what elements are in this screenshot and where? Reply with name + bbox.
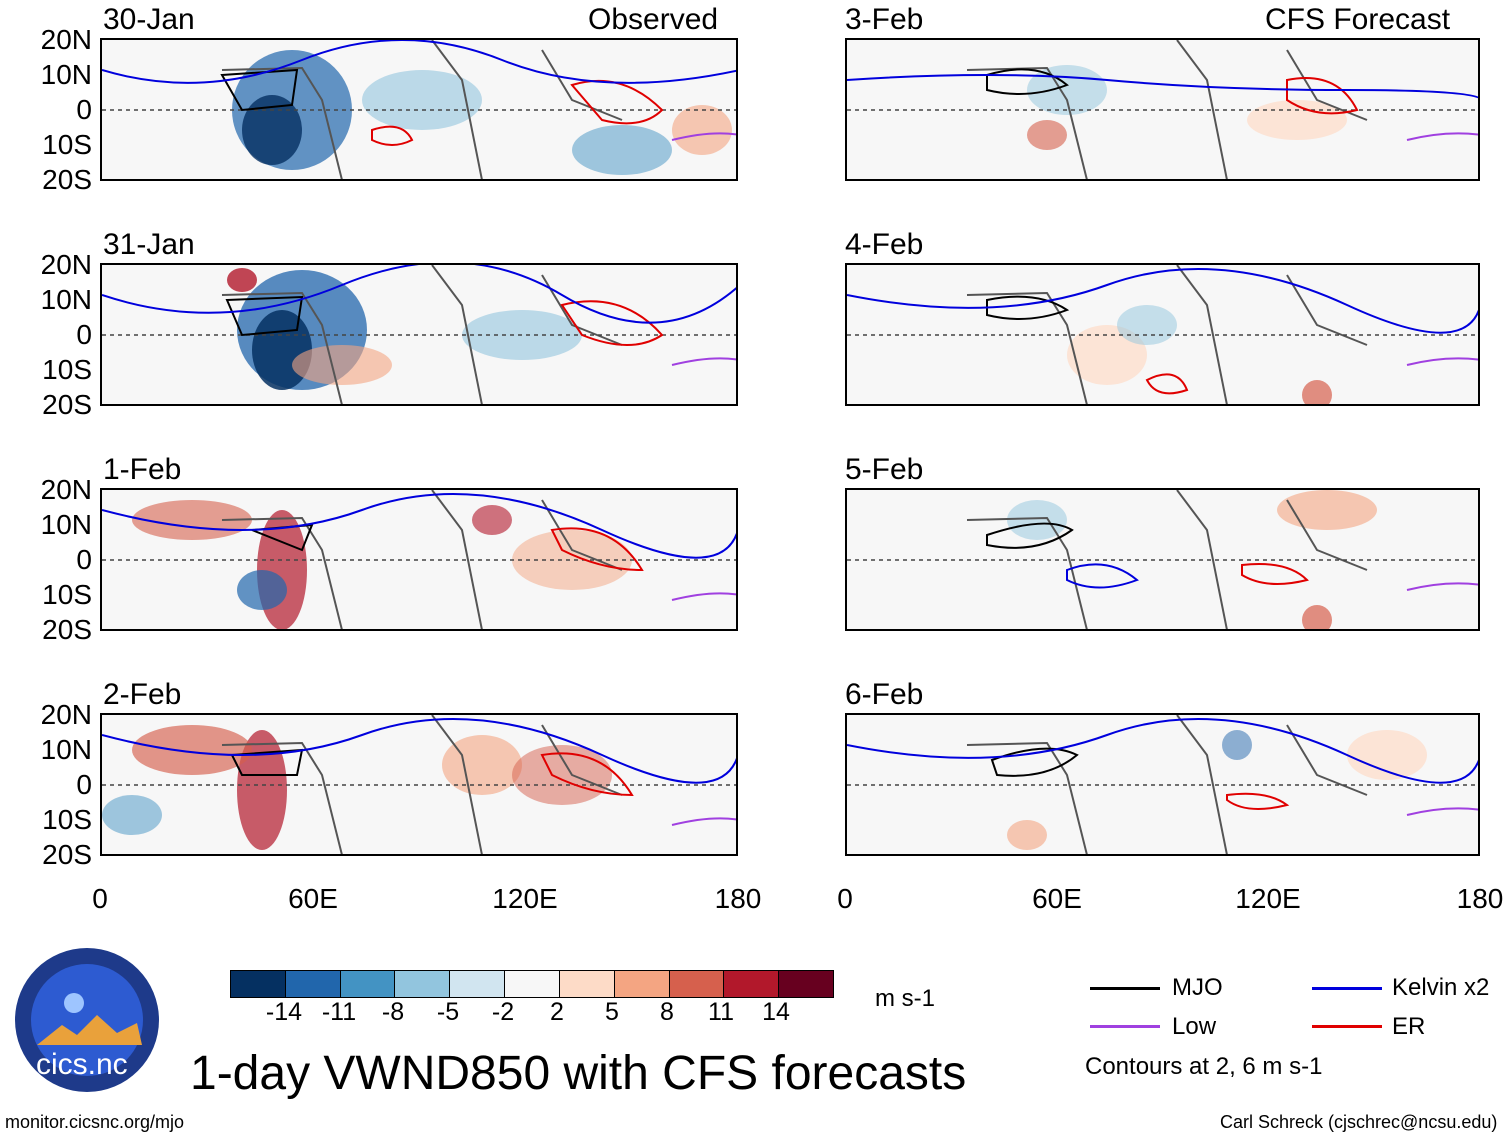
legend-line-er (1312, 1025, 1382, 1028)
panel-graphic (847, 40, 1478, 179)
colorbar-label: -14 (265, 998, 303, 1026)
colorbar-swatch (231, 971, 286, 997)
map-panel-forecast-1 (845, 38, 1480, 181)
colorbar-swatch (285, 971, 341, 997)
contours-note: Contours at 2, 6 m s-1 (1085, 1053, 1323, 1080)
lon-label: 180 (1456, 883, 1504, 914)
footer-url: monitor.cicsnc.org/mjo (5, 1112, 185, 1132)
footer-credit: Carl Schreck (cjschrec@ncsu.edu) (1220, 1112, 1498, 1132)
legend-line-low (1090, 1025, 1160, 1028)
map-panel-observed-1 (100, 38, 738, 181)
colorbar-label: 8 (660, 998, 674, 1026)
lat-label: 10S (42, 579, 92, 610)
lat-label: 20S (42, 164, 92, 195)
main-title: 1-day VWND850 with CFS forecasts (190, 1047, 967, 1100)
lon-label: 120E (1235, 883, 1301, 914)
lon-label: 60E (288, 883, 338, 914)
lat-label: 10N (40, 284, 92, 315)
lat-label: 20S (42, 389, 92, 420)
lon-label: 180 (714, 883, 762, 914)
colorbar-swatch (395, 971, 451, 997)
colorbar-label: -2 (491, 998, 515, 1026)
lat-label: 0 (76, 319, 92, 350)
lat-label: 10N (40, 509, 92, 540)
panel-date-left-3: 1-Feb (103, 453, 182, 486)
lat-label: 0 (76, 769, 92, 800)
colorbar-swatch (340, 971, 396, 997)
lon-label: 0 (837, 883, 853, 914)
map-panel-observed-4 (100, 713, 738, 856)
legend-kelvin: Kelvin x2 (1392, 974, 1490, 1001)
logo-text: cics.nc (36, 1048, 128, 1081)
colorbar-swatch (450, 971, 506, 997)
colorbar-swatch (505, 971, 560, 997)
legend-line-kelvin (1312, 987, 1382, 990)
panel-graphic (102, 490, 736, 629)
lat-label: 20S (42, 614, 92, 645)
lon-label: 120E (492, 883, 558, 914)
lat-label: 10S (42, 354, 92, 385)
lat-label: 20S (42, 839, 92, 870)
map-panel-observed-2 (100, 263, 738, 406)
colorbar-units: m s-1 (875, 985, 935, 1012)
panel-graphic (847, 490, 1478, 629)
colorbar-label: 5 (605, 998, 619, 1026)
panel-date-right-1: 3-Feb (845, 3, 924, 36)
forecast-header: CFS Forecast (1265, 3, 1451, 36)
panel-graphic (102, 40, 736, 179)
colorbar-swatch (559, 971, 615, 997)
colorbar-label: 14 (762, 998, 790, 1026)
observed-header: Observed (588, 3, 719, 36)
colorbar-label: -11 (321, 998, 357, 1026)
map-panel-forecast-2 (845, 263, 1480, 406)
legend-er: ER (1392, 1013, 1426, 1040)
panel-date-right-4: 6-Feb (845, 678, 924, 711)
panel-graphic (102, 715, 736, 854)
map-panel-observed-3 (100, 488, 738, 631)
lat-label: 20N (40, 24, 92, 55)
lat-label: 0 (76, 94, 92, 125)
colorbar-label: -5 (436, 998, 460, 1026)
lon-label: 60E (1032, 883, 1082, 914)
colorbar-swatch (669, 971, 725, 997)
lat-label: 20N (40, 249, 92, 280)
panel-date-right-3: 5-Feb (845, 453, 924, 486)
panel-date-left-2: 31-Jan (103, 228, 195, 261)
colorbar-label: -8 (381, 998, 405, 1026)
panel-graphic (847, 715, 1478, 854)
map-panel-forecast-3 (845, 488, 1480, 631)
colorbar-swatch (614, 971, 670, 997)
colorbar-label: 2 (550, 998, 564, 1026)
map-panel-forecast-4 (845, 713, 1480, 856)
panel-graphic (847, 265, 1478, 404)
panel-date-left-4: 2-Feb (103, 678, 182, 711)
colorbar (230, 970, 834, 998)
lat-label: 10S (42, 129, 92, 160)
legend-mjo: MJO (1172, 974, 1223, 1001)
colorbar-label: 11 (708, 998, 734, 1026)
lat-label: 20N (40, 474, 92, 505)
lat-label: 10S (42, 804, 92, 835)
lon-label: 0 (92, 883, 108, 914)
panel-graphic (102, 265, 736, 404)
lat-label: 10N (40, 59, 92, 90)
cics-logo (15, 948, 159, 1092)
panel-date-left-1: 30-Jan (103, 3, 195, 36)
colorbar-swatch (779, 971, 833, 997)
legend-low: Low (1172, 1013, 1217, 1040)
lat-label: 10N (40, 734, 92, 765)
panel-date-right-2: 4-Feb (845, 228, 924, 261)
lat-label: 20N (40, 699, 92, 730)
legend-line-mjo (1090, 987, 1160, 990)
lat-label: 0 (76, 544, 92, 575)
colorbar-swatch (724, 971, 780, 997)
